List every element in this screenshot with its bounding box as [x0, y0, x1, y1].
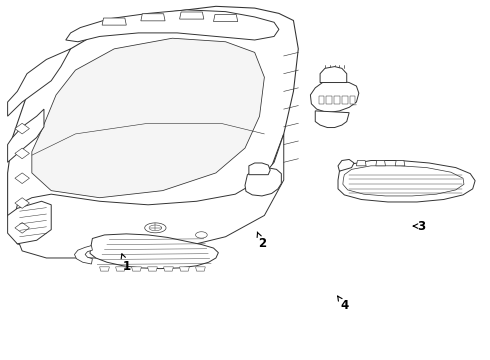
Text: 4: 4 [338, 296, 348, 312]
Polygon shape [15, 123, 29, 134]
Polygon shape [8, 49, 71, 116]
Polygon shape [395, 161, 405, 166]
Polygon shape [320, 67, 347, 82]
Polygon shape [253, 177, 263, 183]
Polygon shape [315, 111, 349, 127]
Polygon shape [99, 267, 109, 271]
Polygon shape [188, 13, 195, 17]
Polygon shape [310, 81, 359, 113]
Polygon shape [141, 14, 165, 21]
Polygon shape [456, 188, 466, 193]
Polygon shape [15, 198, 29, 208]
Polygon shape [249, 163, 270, 175]
Polygon shape [222, 15, 229, 19]
Polygon shape [326, 96, 332, 104]
Polygon shape [318, 96, 324, 104]
Polygon shape [116, 267, 125, 271]
Polygon shape [245, 168, 281, 196]
Polygon shape [12, 134, 284, 258]
Polygon shape [338, 161, 475, 202]
Polygon shape [456, 174, 466, 179]
Polygon shape [147, 267, 157, 271]
Polygon shape [8, 201, 51, 244]
Polygon shape [214, 14, 238, 22]
Text: 2: 2 [257, 232, 266, 250]
Polygon shape [102, 18, 126, 25]
Polygon shape [15, 148, 29, 159]
Polygon shape [334, 96, 340, 104]
Polygon shape [343, 166, 464, 196]
Polygon shape [180, 267, 189, 271]
Polygon shape [90, 234, 219, 269]
Polygon shape [164, 267, 173, 271]
Text: 3: 3 [414, 220, 425, 233]
Polygon shape [15, 173, 29, 184]
Polygon shape [196, 232, 207, 238]
Polygon shape [15, 222, 29, 233]
Polygon shape [350, 96, 355, 104]
Polygon shape [32, 38, 265, 198]
Polygon shape [66, 10, 279, 42]
Polygon shape [376, 161, 386, 166]
Polygon shape [8, 109, 44, 162]
Polygon shape [267, 181, 274, 186]
Polygon shape [180, 12, 204, 19]
Polygon shape [456, 181, 466, 186]
Text: 1: 1 [121, 254, 130, 273]
Polygon shape [111, 19, 118, 23]
Polygon shape [8, 6, 298, 251]
Polygon shape [74, 246, 93, 264]
Polygon shape [356, 161, 366, 166]
Polygon shape [338, 159, 354, 171]
Polygon shape [196, 267, 205, 271]
Polygon shape [145, 223, 166, 233]
Polygon shape [342, 96, 348, 104]
Polygon shape [132, 267, 141, 271]
Polygon shape [149, 15, 156, 18]
